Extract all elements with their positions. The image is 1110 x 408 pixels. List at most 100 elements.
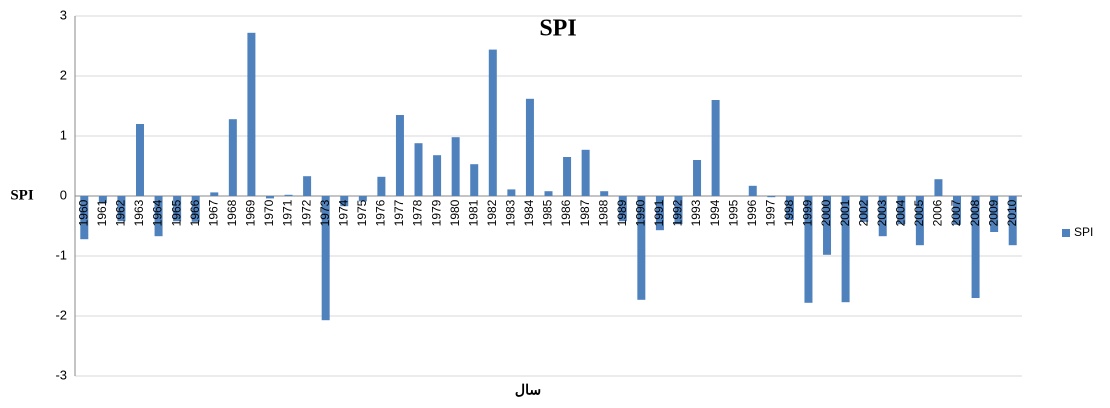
bar [544,191,553,196]
bar [860,196,869,222]
y-tick-label: -2 [55,307,67,322]
bar [990,196,999,232]
bar [655,196,664,231]
x-tick-label: 1978 [411,199,425,226]
bar [414,143,423,196]
x-tick-label: 1981 [466,199,480,226]
x-tick-label: 2010 [1005,199,1019,226]
x-tick-label: 1963 [132,199,146,226]
x-tick-label: 1986 [559,199,573,226]
bar [971,196,980,298]
bar [451,137,460,196]
bar [823,196,832,255]
x-tick-label: 1966 [188,199,202,226]
x-tick-label: 1994 [708,199,722,226]
bar [488,49,497,196]
bar [785,196,794,220]
x-tick-label: 1972 [299,199,313,226]
x-tick-label: 1965 [169,199,183,226]
legend-swatch [1062,229,1070,237]
bar [470,164,479,196]
bar [674,196,683,225]
bar [135,124,144,196]
x-tick-label: 1989 [615,199,629,226]
x-tick-label: 2002 [856,199,870,226]
bar [321,196,330,321]
x-tick-label: 1964 [151,199,165,226]
x-tick-label: 2004 [893,199,907,226]
x-tick-label: 1987 [578,199,592,226]
x-tick-label: 1988 [596,199,610,226]
bar [210,192,219,196]
bar [173,196,182,222]
x-tick-label: 2009 [986,199,1000,226]
x-tick-label: 2005 [912,199,926,226]
x-tick-label: 1997 [763,199,777,226]
x-tick-label: 1999 [801,199,815,226]
x-tick-label: 1975 [355,199,369,226]
y-tick-label: 3 [60,7,67,22]
bar [265,196,274,199]
bar [878,196,887,237]
x-tick-label: 2007 [949,199,963,226]
x-tick-label: 1973 [318,199,332,226]
x-tick-label: 1976 [374,199,388,226]
x-tick-label: 1979 [429,199,443,226]
x-axis-label: سال [515,382,541,398]
bar [247,32,256,196]
x-tick-label: 1991 [652,199,666,226]
x-tick-label: 1974 [336,199,350,226]
chart-title: SPI [539,16,576,42]
bar [395,115,404,196]
bar [433,155,442,196]
x-tick-label: 1962 [114,199,128,226]
bar [934,179,943,196]
bar [154,196,163,237]
x-tick-label: 1982 [485,199,499,226]
x-tick-label: 2003 [875,199,889,226]
bar [191,196,200,222]
x-tick-label: 1985 [541,199,555,226]
bar [711,100,720,196]
y-tick-label: 1 [60,127,67,142]
x-tick-label: 1983 [504,199,518,226]
x-tick-label: 1993 [689,199,703,226]
bar [581,149,590,196]
bar [618,196,627,222]
bar [897,196,906,225]
bar [915,196,924,246]
x-tick-label: 1960 [76,199,90,226]
x-tick-label: 2001 [838,199,852,226]
y-tick-label: -1 [55,247,67,262]
x-tick-label: 2008 [968,199,982,226]
x-tick-label: 1970 [262,199,276,226]
x-tick-label: 2006 [931,199,945,226]
x-tick-label: 1980 [448,199,462,226]
bar [748,185,757,196]
x-tick-label: 1968 [225,199,239,226]
y-axis-label: SPI [10,187,34,203]
x-tick-label: 1961 [95,199,109,226]
x-tick-label: 1990 [634,199,648,226]
bar [377,176,386,196]
bar [98,196,107,204]
bar [600,191,609,196]
x-tick-label: 1996 [745,199,759,226]
x-tick-label: 1971 [281,199,295,226]
bar [80,196,89,240]
y-tick-label: 2 [60,67,67,82]
bar [358,196,367,202]
bar [563,157,572,196]
bar [953,196,962,225]
bar [507,189,516,196]
x-tick-label: 2000 [819,199,833,226]
x-tick-label: 1967 [206,199,220,226]
bar [284,194,293,196]
bar [340,196,349,207]
x-tick-label: 1998 [782,199,796,226]
bar [841,196,850,303]
x-tick-label: 1984 [522,199,536,226]
bar [228,119,237,196]
y-tick-label: -3 [55,367,67,382]
